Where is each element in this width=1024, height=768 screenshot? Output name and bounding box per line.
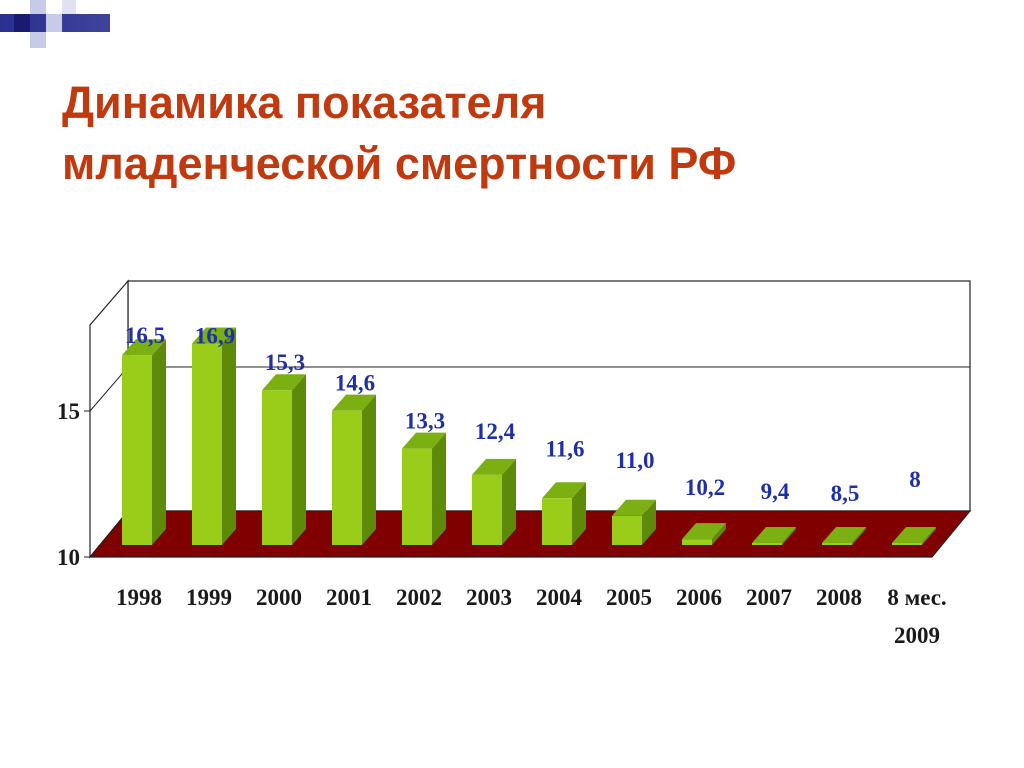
x-tick-label: 8 мес. 2009 [887, 585, 946, 648]
bar-2008 [822, 527, 866, 545]
x-tick-label: 1998 [116, 585, 162, 610]
x-tick-label: 2000 [256, 585, 302, 610]
x-tick-label: 2001 [326, 585, 372, 610]
data-label: 14,6 [335, 371, 375, 396]
bar-8-мес.-2009 [892, 527, 936, 545]
data-label: 11,6 [546, 436, 585, 461]
x-tick-label: 2006 [676, 585, 722, 610]
data-label: 8 [909, 467, 921, 492]
title-line-2: младенческой смертности РФ [62, 138, 737, 189]
data-label: 8,5 [831, 481, 860, 506]
x-tick-label: 2004 [536, 585, 583, 610]
bar-2001 [332, 394, 376, 545]
bar-2007 [752, 527, 796, 545]
bar-2006 [682, 523, 726, 545]
y-tick-15: 15 [57, 399, 80, 424]
chart-back-wall [127, 280, 971, 512]
bar-1999 [192, 327, 236, 545]
data-label: 12,4 [475, 419, 516, 444]
data-label: 16,9 [195, 324, 235, 349]
corner-decoration [0, 0, 110, 48]
x-tick-label: 2007 [746, 585, 792, 610]
x-tick-label: 2002 [396, 585, 442, 610]
x-tick-label: 1999 [186, 585, 232, 610]
bar-2005 [612, 499, 656, 545]
bar-2002 [402, 432, 446, 545]
bar-2004 [542, 482, 586, 545]
gridline-15-side [89, 366, 129, 412]
x-tick-label: 2008 [816, 585, 862, 610]
y-tick-10: 10 [57, 545, 80, 570]
data-label: 9,4 [761, 479, 790, 504]
data-label: 10,2 [685, 475, 725, 500]
data-label: 16,5 [125, 323, 165, 348]
x-tick-label: 2003 [466, 585, 512, 610]
chart-floor [88, 510, 972, 558]
data-label: 11,0 [616, 448, 655, 473]
x-tick-label: 2005 [606, 585, 652, 610]
data-label: 15,3 [265, 350, 305, 375]
bar-1998 [122, 339, 166, 545]
title-line-1: Динамика показателя [62, 77, 547, 128]
page-title: Динамика показателя младенческой смертно… [62, 72, 962, 194]
bar-2000 [262, 374, 306, 545]
bar-2003 [472, 458, 516, 545]
data-label: 13,3 [405, 409, 445, 434]
